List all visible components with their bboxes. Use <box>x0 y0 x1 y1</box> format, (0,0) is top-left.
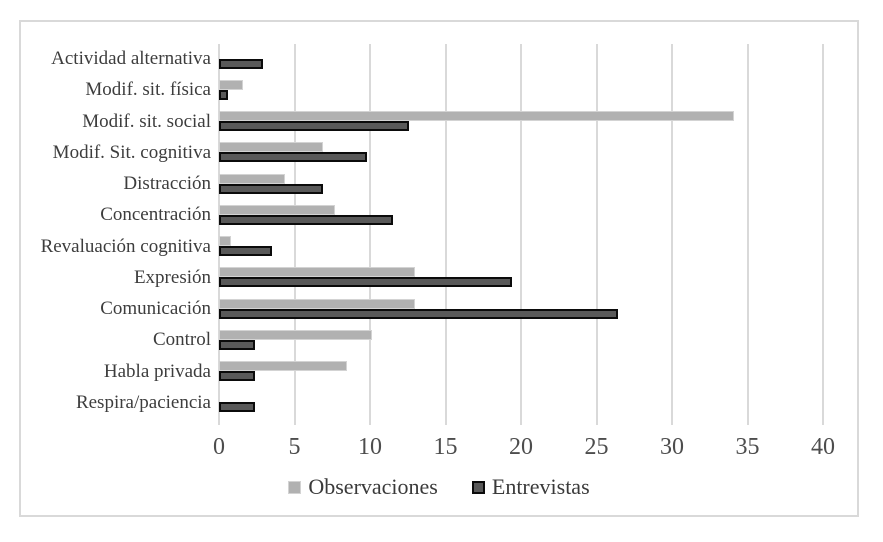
category-label: Actividad alternativa <box>51 48 211 69</box>
category-label: Concentración <box>100 204 211 226</box>
category-label: Revaluación cognitiva <box>40 235 211 257</box>
category-label: Control <box>152 329 211 351</box>
bar-entrevistas-1 <box>219 58 263 69</box>
category-label: Habla privada <box>103 360 211 382</box>
x-tick-label-5: 5 <box>288 434 301 460</box>
x-tick-label-35: 35 <box>735 434 760 460</box>
x-tick-mark <box>369 419 371 425</box>
gridline-x-30 <box>671 44 673 419</box>
x-tick-mark <box>746 419 749 425</box>
bar-entrevistas-2 <box>219 89 229 100</box>
legend-swatch-icon <box>471 480 485 494</box>
bar-entrevistas-4 <box>219 152 367 163</box>
bar-entrevistas-8 <box>219 277 512 288</box>
bar-observaciones-3 <box>219 111 734 121</box>
category-label: Modif. sit. física <box>85 79 211 101</box>
bar-observaciones-2 <box>219 79 244 90</box>
bar-observaciones-8 <box>219 267 416 278</box>
gridline-x-20 <box>520 44 522 419</box>
bar-entrevistas-10 <box>219 339 256 350</box>
bar-entrevistas-11 <box>219 371 256 381</box>
chart-legend: Observaciones Entrevistas <box>19 474 859 500</box>
category-label: Modif. sit. social <box>82 110 211 132</box>
x-tick-mark <box>293 419 296 425</box>
bar-entrevistas-5 <box>219 183 324 194</box>
bar-observaciones-6 <box>219 204 336 215</box>
x-tick-label-30: 30 <box>660 434 684 460</box>
x-tick-mark <box>822 419 824 425</box>
bar-observaciones-4 <box>219 142 324 153</box>
bar-entrevistas-7 <box>219 246 272 256</box>
bar-observaciones-11 <box>219 361 348 371</box>
x-tick-mark <box>444 419 447 425</box>
legend-swatch-icon <box>288 480 302 494</box>
x-tick-label-0: 0 <box>213 434 225 460</box>
bar-entrevistas-9 <box>219 308 618 319</box>
plot-area <box>218 44 859 419</box>
category-label: Distracción <box>123 173 211 194</box>
x-tick-mark <box>218 419 220 425</box>
category-label: Comunicación <box>100 298 211 319</box>
x-tick-label-10: 10 <box>358 434 382 460</box>
gridline-x-15 <box>444 44 447 419</box>
x-tick-mark <box>520 419 522 425</box>
category-label: Modif. Sit. cognitiva <box>52 141 211 163</box>
bar-observaciones-10 <box>219 329 372 340</box>
gridline-x-10 <box>369 44 371 419</box>
x-tick-label-20: 20 <box>509 434 533 460</box>
x-tick-label-25: 25 <box>584 434 609 460</box>
gridline-x-5 <box>293 44 296 419</box>
x-tick-label-15: 15 <box>433 434 458 460</box>
legend-label: Observaciones <box>308 474 438 499</box>
legend-item-observaciones: Observaciones <box>288 474 438 500</box>
gridline-x-25 <box>595 44 598 419</box>
x-tick-label-40: 40 <box>811 434 835 460</box>
gridline-x-35 <box>746 44 749 419</box>
category-label: Respira/paciencia <box>75 391 211 413</box>
category-label: Expresión <box>133 266 211 288</box>
legend-item-entrevistas: Entrevistas <box>471 474 590 500</box>
gridline-x-40 <box>822 44 824 419</box>
bar-entrevistas-3 <box>219 121 410 131</box>
bar-entrevistas-6 <box>219 214 393 225</box>
bar-observaciones-7 <box>219 236 232 246</box>
x-tick-mark <box>671 419 673 425</box>
chart-frame <box>19 20 859 517</box>
legend-label: Entrevistas <box>491 474 590 499</box>
gridline-x-0 <box>218 44 220 419</box>
bar-observaciones-9 <box>219 298 416 309</box>
x-tick-mark <box>595 419 598 425</box>
bar-entrevistas-12 <box>219 402 256 413</box>
bar-observaciones-5 <box>219 173 286 184</box>
